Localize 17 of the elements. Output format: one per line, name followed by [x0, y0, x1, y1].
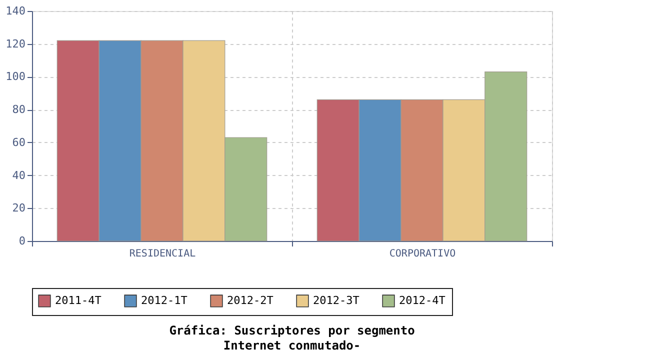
y-tick-label: 140	[6, 4, 26, 18]
text: Internet conmutado-	[223, 338, 361, 350]
y-tick-label: 0	[18, 234, 26, 248]
legend-label: 2012-1T	[141, 294, 188, 307]
y-tick-label: 120	[6, 37, 26, 50]
y-tick-label: 80	[12, 103, 26, 116]
text: Gráfica: Suscriptores por segmento	[169, 324, 415, 338]
x-tick-label: CORPORATIVO	[389, 248, 456, 260]
x-tick-label: RESIDENCIAL	[129, 248, 196, 260]
y-tick-label: 20	[12, 202, 26, 215]
legend-label: 2012-3T	[313, 294, 360, 307]
y-tick-label: 60	[12, 136, 26, 149]
legend-label: 2012-4T	[399, 294, 446, 307]
legend-label: 2011-4T	[55, 294, 102, 307]
y-tick-label: 40	[12, 168, 26, 182]
legend-label: 2012-2T	[227, 294, 274, 307]
y-tick-label: 100	[6, 70, 26, 84]
